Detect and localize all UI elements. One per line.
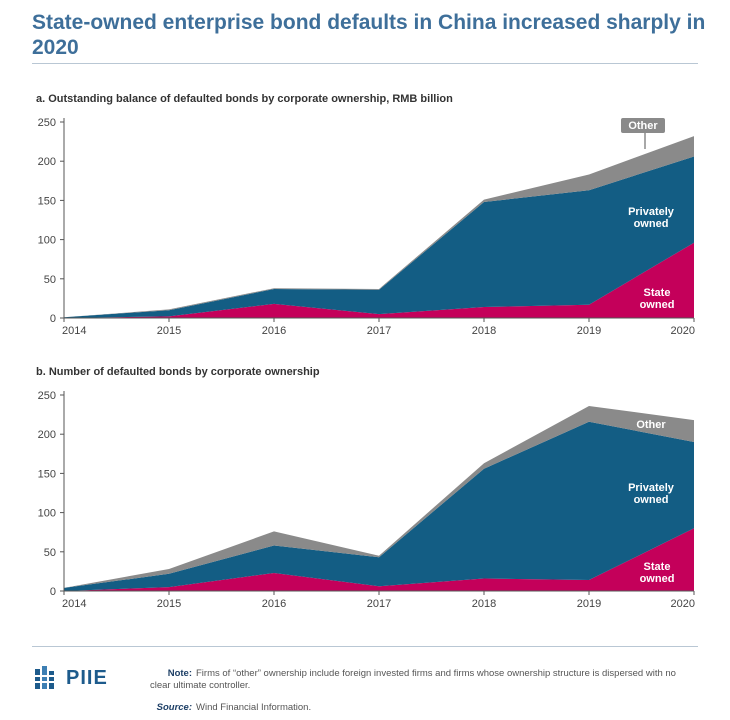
series-label-line: owned [640, 573, 675, 585]
area-state-owned [64, 528, 694, 591]
note-text: Firms of “other” ownership include forei… [150, 668, 676, 691]
series-label-state-owned: State owned [640, 561, 675, 585]
area-privately-owned [64, 156, 694, 318]
piie-logo: PIIE [34, 665, 108, 691]
x-tick-label: 2020 [671, 325, 695, 337]
y-tick-label: 0 [50, 313, 56, 325]
series-label-line: State [644, 561, 671, 573]
chart-a-title: a. Outstanding balance of defaulted bond… [36, 93, 453, 105]
chart-b-number-of-bonds: 0 50 100 150 200 250 2014 2015 2016 2017 2018 2019 2… [38, 390, 695, 610]
other-label-box [621, 118, 665, 133]
source-text: Wind Financial Information. [196, 702, 312, 713]
x-tick-label: 2015 [157, 325, 181, 337]
footer-divider [32, 646, 698, 647]
x-tick-label: 2019 [577, 598, 601, 610]
source: Source: Wind Financial Information. [150, 702, 311, 713]
series-label-line: Privately [628, 482, 675, 494]
x-tick-label: 2020 [671, 598, 695, 610]
y-tick-label: 100 [38, 235, 56, 247]
series-label-line: owned [634, 218, 669, 230]
y-tick-label: 200 [38, 156, 56, 168]
title-divider [32, 63, 698, 64]
series-label-line: Other [628, 120, 658, 132]
x-tick-label: 2016 [262, 598, 286, 610]
x-tick-label: 2017 [367, 325, 391, 337]
chart-a-outstanding-balance: 0 50 100 150 200 250 2014 2015 2016 2017 2018 2019 2… [38, 117, 695, 337]
series-label-line: owned [640, 299, 675, 311]
series-label-line: Privately [628, 206, 675, 218]
y-tick-label: 0 [50, 586, 56, 598]
note: Note: Firms of “other” ownership include … [150, 668, 698, 692]
series-label-privately-owned: Privately owned [628, 482, 675, 506]
x-tick-label: 2019 [577, 325, 601, 337]
y-tick-label: 250 [38, 117, 56, 129]
series-label-privately-owned: Privately owned [628, 206, 675, 230]
note-label: Note: [167, 668, 192, 679]
y-tick-label: 100 [38, 508, 56, 520]
series-label-line: Other [636, 419, 666, 431]
series-label-other: Other [628, 120, 658, 132]
y-tick-label: 150 [38, 468, 56, 480]
x-tick-label: 2015 [157, 598, 181, 610]
y-tick-label: 200 [38, 429, 56, 441]
y-tick-label: 50 [44, 547, 56, 559]
y-tick-label: 150 [38, 195, 56, 207]
series-label-line: State [644, 287, 671, 299]
x-tick-label: 2017 [367, 598, 391, 610]
page-title: State-owned enterprise bond defaults in … [32, 11, 706, 59]
area-state-owned [64, 242, 694, 318]
piie-logo-icon [34, 666, 58, 689]
source-label: Source: [156, 702, 192, 713]
x-tick-label: 2016 [262, 325, 286, 337]
series-label-line: owned [634, 494, 669, 506]
x-tick-label: 2018 [472, 325, 496, 337]
y-tick-label: 50 [44, 274, 56, 286]
x-tick-label: 2018 [472, 598, 496, 610]
area-privately-owned [64, 421, 694, 591]
series-label-state-owned: State owned [640, 287, 675, 311]
chart-b-title: b. Number of defaulted bonds by corporat… [36, 366, 320, 378]
area-other [64, 406, 694, 588]
y-tick-label: 250 [38, 390, 56, 402]
piie-logo-text: PIIE [66, 666, 108, 689]
x-tick-label: 2014 [62, 325, 86, 337]
x-tick-label: 2014 [62, 598, 86, 610]
series-label-other: Other [636, 419, 666, 431]
